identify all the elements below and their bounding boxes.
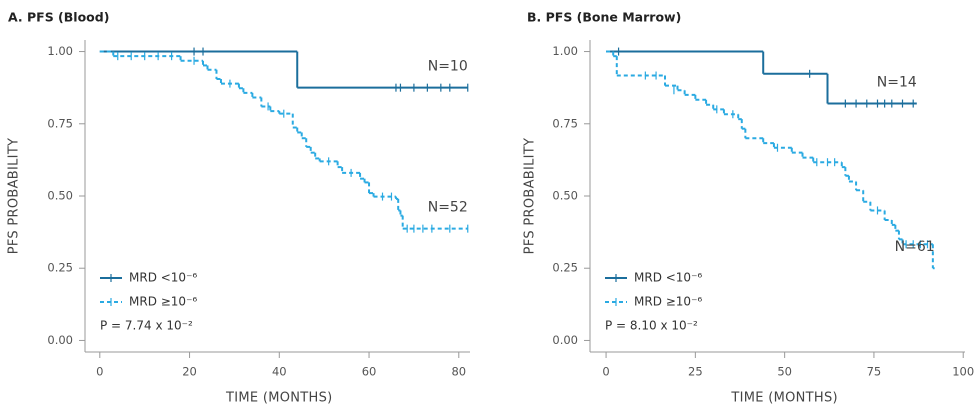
- chart-title: A. PFS (Blood): [8, 10, 109, 25]
- chart-panel: A. PFS (Blood) 0.00 0.25 0.50 0.75 1.00 0 20 40 6…: [7, 10, 470, 406]
- p-value: P = 8.10 x 10⁻²: [605, 319, 698, 333]
- x-tick-label: 75: [867, 365, 882, 379]
- x-tick-label: 50: [777, 365, 792, 379]
- x-tick-label: 20: [182, 365, 197, 379]
- y-tick-label: 1.00: [47, 44, 73, 58]
- chart-panel: B. PFS (Bone Marrow) 0.00 0.25 0.50 0.75 1.00…: [523, 10, 975, 406]
- y-tick-label: 0.75: [47, 116, 73, 130]
- y-tick-label: 0.00: [552, 333, 578, 347]
- n-label: N=10: [428, 59, 468, 75]
- x-tick-label: 25: [688, 365, 703, 379]
- y-axis-label: PFS PROBABILITY: [523, 138, 538, 255]
- n-label: N=52: [428, 200, 468, 216]
- y-tick-label: 0.50: [47, 189, 73, 203]
- series: N=61: [606, 50, 935, 270]
- chart-title: B. PFS (Bone Marrow): [527, 10, 681, 25]
- x-tick-label: 0: [96, 365, 103, 379]
- series: N=52: [99, 50, 469, 233]
- y-tick-label: 1.00: [552, 44, 578, 58]
- n-label: N=61: [895, 239, 935, 255]
- legend-label: MRD ≥10⁻⁶: [129, 295, 197, 309]
- y-tick-label: 0.50: [552, 189, 578, 203]
- series: N=10: [99, 47, 469, 92]
- x-tick-label: 100: [952, 365, 974, 379]
- y-tick-label: 0.25: [47, 261, 73, 275]
- y-tick-label: 0.75: [552, 116, 578, 130]
- x-tick-label: 80: [451, 365, 466, 379]
- x-axis-label: TIME (MONTHS): [730, 391, 838, 406]
- legend-label: MRD <10⁻⁶: [634, 271, 702, 285]
- y-axis-label: PFS PROBABILITY: [7, 138, 22, 255]
- legend-label: MRD <10⁻⁶: [129, 271, 197, 285]
- x-tick-label: 60: [362, 365, 377, 379]
- x-tick-label: 40: [272, 365, 287, 379]
- n-label: N=14: [877, 75, 917, 91]
- x-axis-label: TIME (MONTHS): [225, 391, 333, 406]
- p-value: P = 7.74 x 10⁻²: [100, 319, 193, 333]
- y-tick-label: 0.00: [47, 333, 73, 347]
- series: N=14: [606, 47, 917, 108]
- legend-label: MRD ≥10⁻⁶: [634, 295, 702, 309]
- x-tick-label: 0: [602, 365, 609, 379]
- y-tick-label: 0.25: [552, 261, 578, 275]
